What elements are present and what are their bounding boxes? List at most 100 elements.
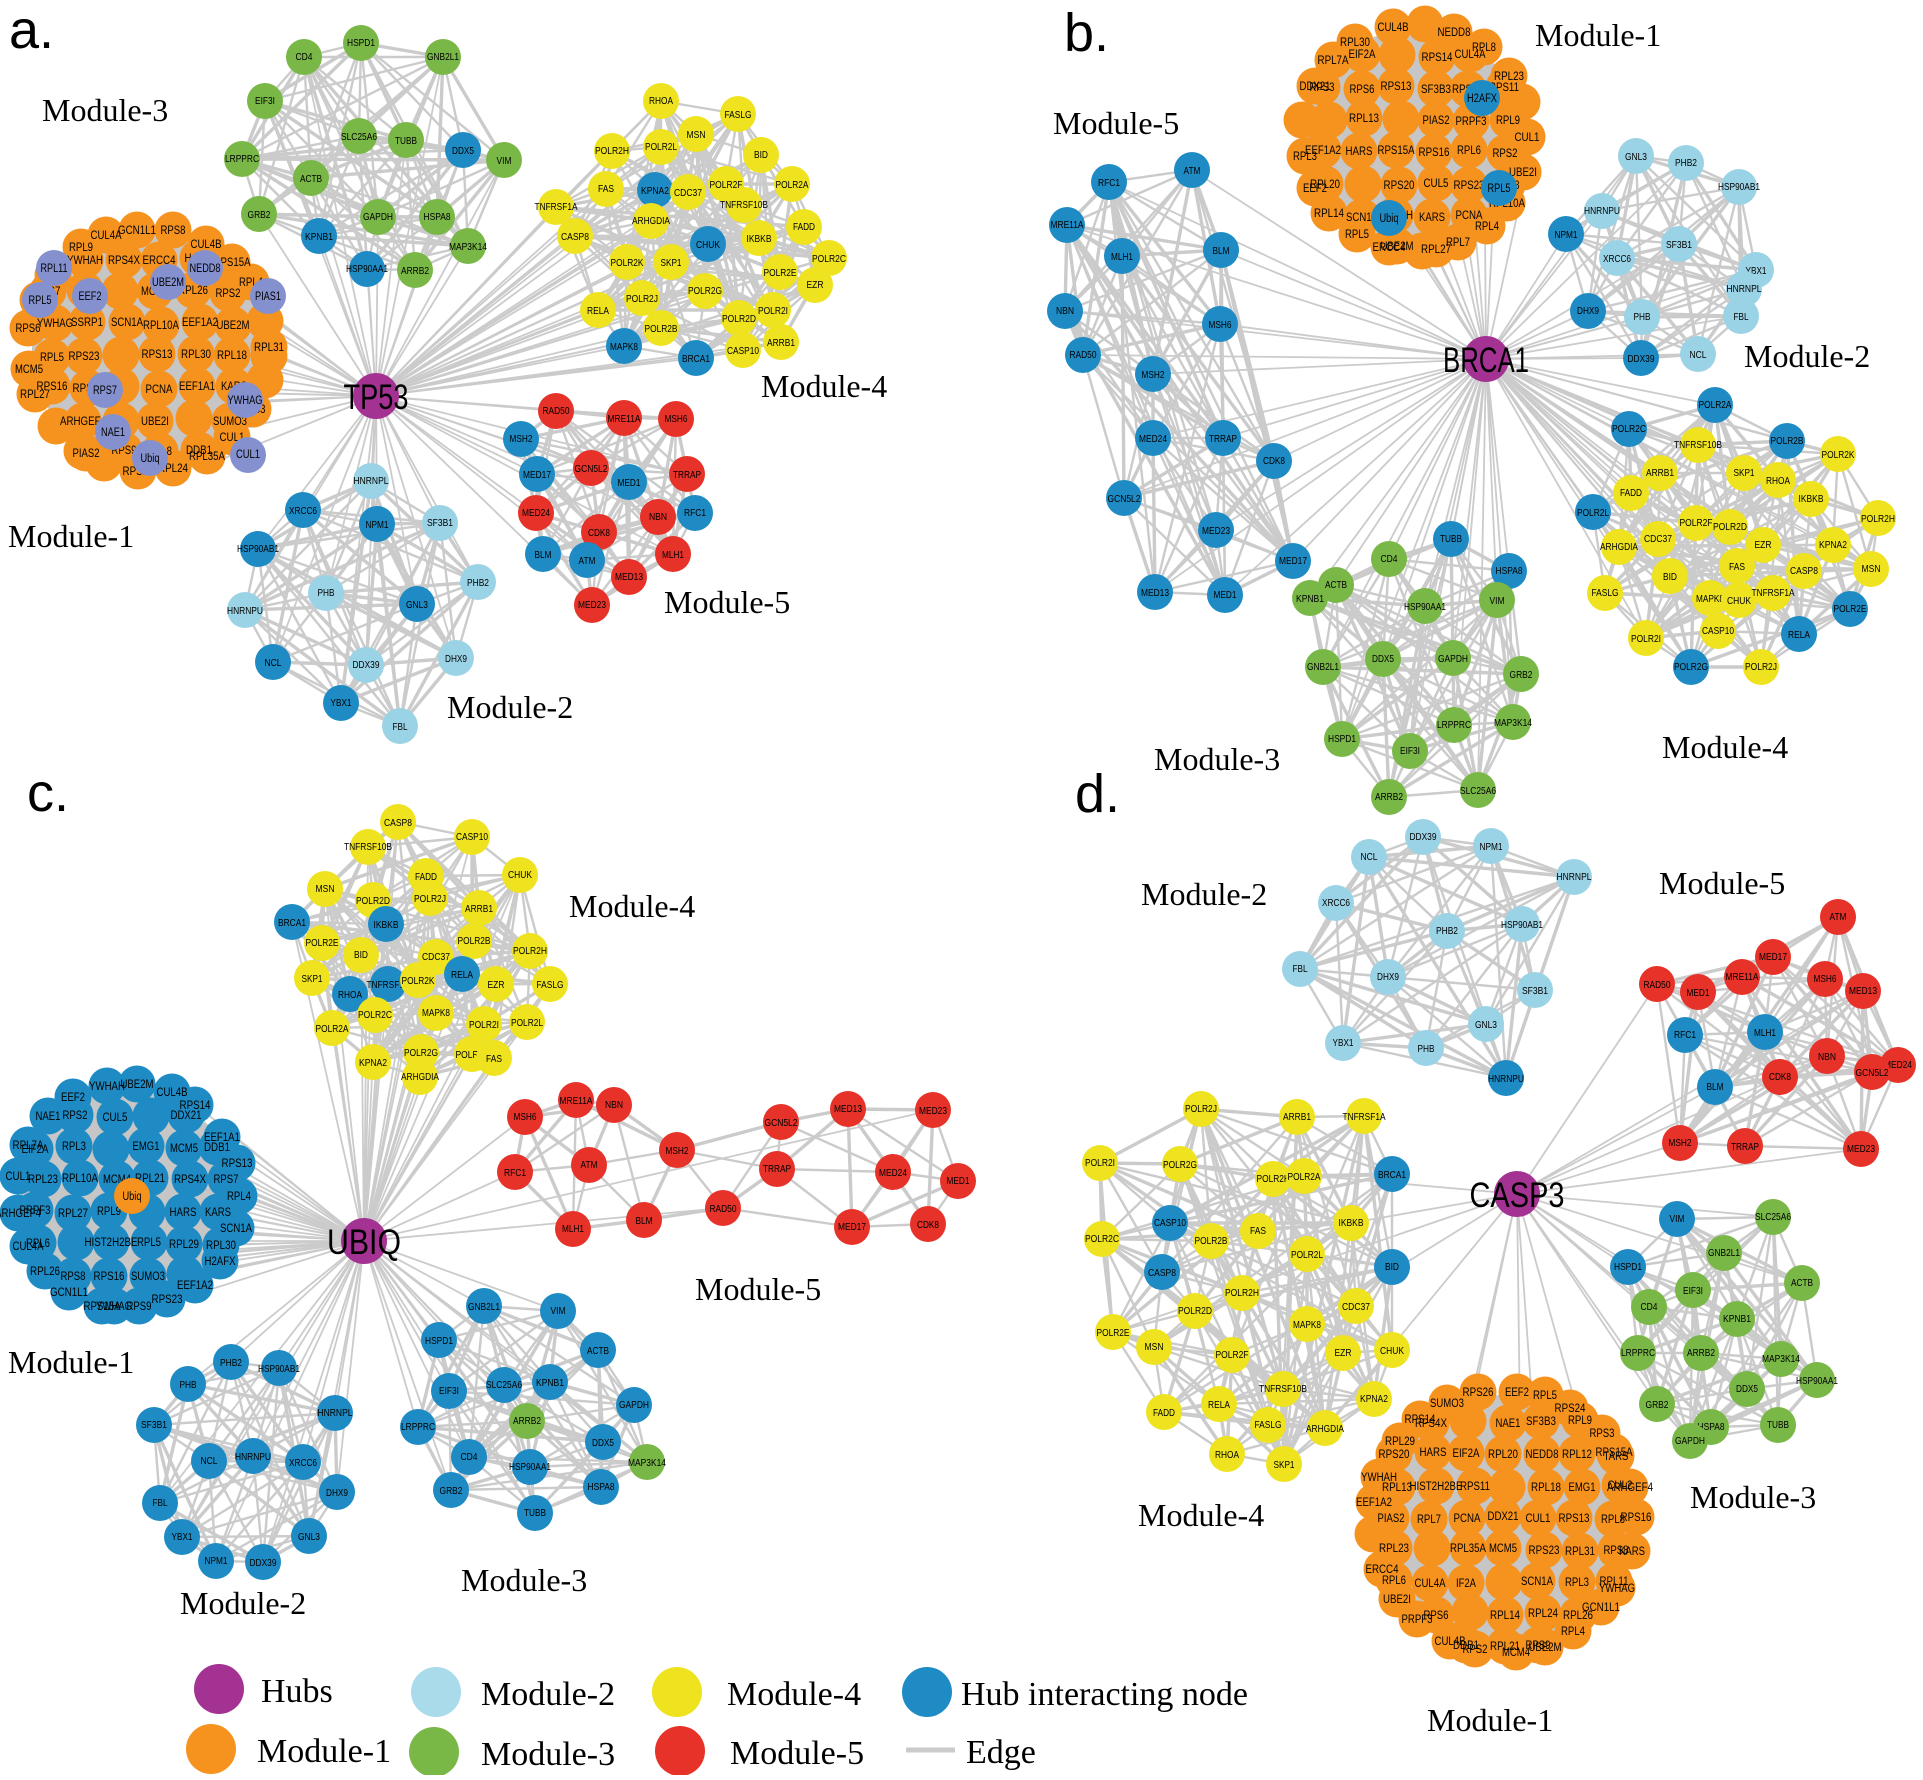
svg-text:NCL: NCL	[201, 1455, 218, 1467]
svg-text:FASLG: FASLG	[1255, 1419, 1282, 1431]
svg-text:CD4: CD4	[1641, 1301, 1658, 1313]
svg-text:RPL8: RPL8	[1601, 1514, 1625, 1526]
svg-text:EIF2A: EIF2A	[1349, 49, 1376, 61]
svg-text:RPL26: RPL26	[178, 285, 208, 297]
svg-text:Module-4: Module-4	[569, 888, 695, 924]
svg-text:ACTB: ACTB	[1325, 579, 1347, 591]
svg-text:MCM5: MCM5	[15, 364, 43, 376]
svg-text:RPL14: RPL14	[1490, 1610, 1521, 1622]
svg-text:LRPPRC: LRPPRC	[401, 1421, 435, 1433]
svg-text:POLR2H: POLR2H	[1861, 513, 1895, 525]
svg-text:Module-2: Module-2	[1744, 338, 1870, 374]
svg-text:MSN: MSN	[687, 129, 706, 141]
svg-text:POLR2I: POLR2I	[1631, 633, 1661, 645]
svg-text:PIAS2: PIAS2	[73, 448, 100, 460]
svg-text:RPS8: RPS8	[61, 1271, 86, 1283]
svg-text:HSP90AB1: HSP90AB1	[1501, 919, 1543, 931]
svg-text:RPS15A: RPS15A	[1378, 145, 1415, 157]
svg-text:RPS4X: RPS4X	[108, 255, 140, 267]
svg-text:RPL6: RPL6	[1457, 145, 1481, 157]
svg-text:FAS: FAS	[1729, 561, 1745, 573]
svg-text:RHOA: RHOA	[338, 989, 362, 1001]
svg-text:NBN: NBN	[649, 511, 667, 523]
svg-text:MED23: MED23	[1202, 525, 1230, 537]
svg-text:EEF1A2: EEF1A2	[177, 1280, 213, 1292]
svg-text:RPS16: RPS16	[1621, 1512, 1652, 1524]
svg-text:MRE11A: MRE11A	[1726, 971, 1759, 983]
svg-text:POLR2K: POLR2K	[1257, 1173, 1290, 1185]
svg-text:POLR2D: POLR2D	[356, 895, 390, 907]
svg-text:TNFRSF10B: TNFRSF10B	[344, 841, 392, 853]
svg-text:MED23: MED23	[919, 1105, 947, 1117]
svg-text:MED24: MED24	[1139, 433, 1167, 445]
svg-text:PHB2: PHB2	[1436, 925, 1458, 937]
svg-text:RPS26: RPS26	[1463, 1387, 1494, 1399]
svg-text:FAS: FAS	[1250, 1225, 1266, 1237]
svg-text:RPS13: RPS13	[1381, 81, 1412, 93]
svg-text:RPS23: RPS23	[1529, 1545, 1560, 1557]
svg-text:KPNA2: KPNA2	[1819, 539, 1847, 551]
svg-text:EZR: EZR	[1335, 1347, 1352, 1359]
svg-text:CASP10: CASP10	[727, 345, 759, 357]
svg-text:SCN1A: SCN1A	[220, 1223, 252, 1235]
svg-text:FADD: FADD	[415, 871, 437, 883]
svg-text:HSPA8: HSPA8	[424, 211, 451, 223]
svg-text:RPL9: RPL9	[97, 1206, 121, 1218]
svg-text:TNFRSF1A: TNFRSF1A	[1752, 587, 1795, 599]
svg-text:MLH1: MLH1	[662, 549, 684, 561]
svg-text:ARRB1: ARRB1	[465, 903, 493, 915]
svg-text:TRRAP: TRRAP	[763, 1163, 791, 1175]
svg-text:MLH1: MLH1	[1754, 1027, 1776, 1039]
svg-text:UBIQ: UBIQ	[327, 1223, 401, 1262]
svg-text:Edge: Edge	[966, 1734, 1036, 1771]
svg-text:RPL13: RPL13	[1349, 113, 1379, 125]
svg-text:CASP10: CASP10	[1154, 1217, 1186, 1229]
svg-text:TNFRSF1A: TNFRSF1A	[535, 201, 578, 213]
svg-text:BRCA1: BRCA1	[1378, 1169, 1406, 1181]
svg-text:RPS3: RPS3	[1310, 82, 1335, 94]
svg-text:RPL27: RPL27	[1421, 244, 1451, 256]
svg-text:GCN5L2: GCN5L2	[1856, 1067, 1889, 1079]
svg-text:SKP1: SKP1	[661, 257, 682, 269]
svg-text:FADD: FADD	[1620, 487, 1642, 499]
svg-text:YWHAH: YWHAH	[67, 255, 103, 267]
svg-text:MED17: MED17	[1759, 951, 1787, 963]
svg-text:CDC37: CDC37	[674, 187, 702, 199]
svg-text:FADD: FADD	[793, 221, 815, 233]
svg-text:SCN1A: SCN1A	[111, 317, 143, 329]
svg-text:DDX21: DDX21	[1300, 81, 1331, 93]
svg-text:MED23: MED23	[578, 599, 606, 611]
svg-text:RPL20: RPL20	[1488, 1449, 1518, 1461]
svg-text:MAPK8: MAPK8	[1293, 1319, 1321, 1331]
svg-text:POLR2G: POLR2G	[688, 285, 722, 297]
svg-text:TNFRSF10B: TNFRSF10B	[1259, 1383, 1307, 1395]
svg-text:CDK8: CDK8	[917, 1219, 939, 1231]
svg-text:IF2A: IF2A	[1456, 1578, 1476, 1590]
svg-text:SCN1A: SCN1A	[1521, 1576, 1553, 1588]
svg-text:MED1: MED1	[1687, 987, 1710, 999]
svg-text:RPL5: RPL5	[1345, 229, 1369, 241]
svg-text:BID: BID	[354, 949, 368, 961]
svg-text:CASP8: CASP8	[1148, 1267, 1176, 1279]
svg-text:RPS14: RPS14	[180, 1100, 212, 1112]
svg-text:POLR2K: POLR2K	[611, 257, 644, 269]
svg-text:YWHAG: YWHAG	[37, 318, 73, 330]
svg-text:ARRB1: ARRB1	[1646, 467, 1674, 479]
svg-text:RPS15A: RPS15A	[84, 1301, 121, 1313]
svg-text:POLR2B: POLR2B	[1195, 1235, 1228, 1247]
svg-text:FBL: FBL	[393, 721, 408, 733]
svg-text:CUL5: CUL5	[1424, 178, 1449, 190]
svg-text:RPS16: RPS16	[37, 381, 68, 393]
svg-text:HARS: HARS	[170, 1207, 197, 1219]
svg-text:RPL26: RPL26	[30, 1266, 60, 1278]
svg-text:MAPK8: MAPK8	[1696, 593, 1724, 605]
svg-text:TRRAP: TRRAP	[673, 469, 701, 481]
svg-text:RPL5: RPL5	[40, 352, 64, 364]
svg-text:RPL7A: RPL7A	[1318, 55, 1349, 67]
svg-text:RPS24: RPS24	[1555, 1403, 1587, 1415]
svg-text:RPL35A: RPL35A	[1450, 1543, 1486, 1555]
svg-text:POLR2A: POLR2A	[1288, 1171, 1321, 1183]
svg-text:PIAS1: PIAS1	[255, 291, 281, 303]
svg-text:RPS13: RPS13	[222, 1158, 253, 1170]
svg-text:MED24: MED24	[522, 507, 550, 519]
